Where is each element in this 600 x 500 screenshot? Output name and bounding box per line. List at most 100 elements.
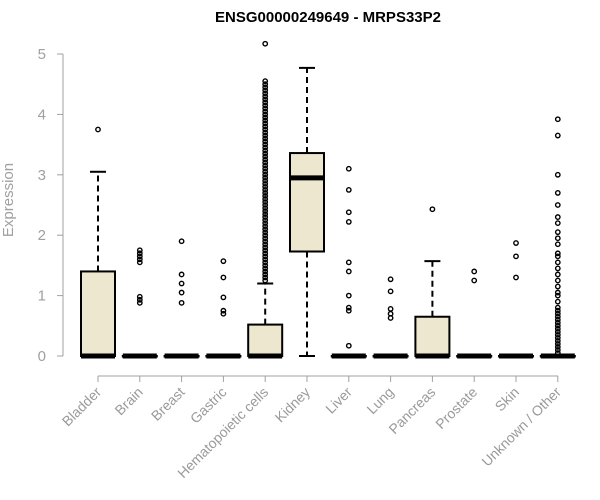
outlier-point (220, 274, 227, 281)
outlier-point (262, 126, 269, 133)
outlier-point (554, 229, 561, 236)
outlier-point (262, 223, 269, 230)
outlier-point (262, 205, 269, 211)
outlier-point (262, 102, 269, 109)
outlier-point (345, 292, 352, 299)
outlier-point (262, 232, 269, 239)
x-tick-label: Bladder (59, 384, 105, 430)
outlier-point (262, 159, 269, 166)
outlier-point (554, 307, 561, 314)
outlier-point (262, 96, 269, 103)
outlier-point (220, 307, 227, 314)
outlier-point (262, 81, 269, 88)
outlier-point (387, 305, 394, 312)
outlier-point (554, 190, 561, 196)
outlier-point (262, 177, 269, 184)
boxplot-hematopoietic-cells (247, 40, 284, 359)
outlier-point (345, 186, 352, 193)
outlier-point (262, 220, 269, 227)
boxplot-brain (121, 247, 158, 359)
outlier-point (387, 288, 394, 295)
outlier-point (513, 274, 519, 281)
boxplot-prostate (456, 268, 493, 359)
outlier-point (429, 206, 436, 213)
outlier-point (136, 256, 143, 263)
outlier-point (262, 202, 269, 208)
outlier-point (554, 328, 561, 335)
outlier-point (262, 156, 269, 163)
outlier-point (262, 180, 269, 187)
outlier-point (554, 331, 561, 338)
outlier-point (262, 117, 269, 124)
outlier-point (262, 162, 269, 169)
outlier-point (554, 250, 561, 257)
boxplot-liver (330, 165, 367, 359)
x-tick-label: Breast (148, 384, 188, 424)
outlier-point (554, 325, 561, 332)
outlier-point (554, 310, 561, 317)
outlier-point (262, 265, 269, 272)
outlier-point (262, 171, 269, 178)
boxplot-lung (372, 276, 409, 359)
outlier-point (554, 313, 561, 320)
outlier-point (136, 253, 143, 260)
outlier-point (262, 87, 269, 94)
outlier-point (554, 116, 561, 123)
outlier-point (178, 238, 185, 245)
outlier-point (262, 211, 269, 217)
y-tick-label: 2 (38, 227, 46, 244)
outlier-point (262, 99, 269, 106)
outlier-point (136, 293, 143, 300)
outlier-point (262, 250, 269, 257)
box (414, 315, 451, 357)
outlier-point (554, 337, 561, 344)
y-tick-label: 5 (38, 46, 46, 63)
boxplot-skin (498, 240, 534, 359)
outlier-point (262, 141, 269, 148)
outlier-point (554, 271, 561, 278)
outlier-point (345, 268, 352, 275)
outlier-point (262, 114, 269, 121)
boxplots (80, 40, 576, 359)
x-tick-label: Prostate (432, 384, 480, 432)
outlier-point (387, 310, 394, 317)
outlier-point (220, 258, 227, 265)
boxplot-gastric (205, 258, 242, 359)
box (80, 270, 116, 357)
outlier-point (220, 294, 227, 301)
outlier-point (262, 168, 269, 175)
outlier-point (262, 256, 269, 263)
outlier-point (178, 271, 185, 278)
outlier-point (471, 268, 478, 275)
outlier-point (262, 271, 269, 278)
outlier-point (262, 138, 269, 145)
x-tick-label: Skin (492, 384, 523, 415)
outlier-point (95, 126, 101, 133)
outlier-point (136, 296, 143, 303)
y-ticks: 0 1 2 3 4 5 (38, 46, 63, 365)
outlier-point (262, 190, 269, 196)
outlier-point (554, 220, 561, 227)
outlier-point (136, 299, 143, 306)
outlier-point (262, 199, 269, 205)
outlier-point (262, 120, 269, 127)
outlier-point (345, 259, 352, 266)
outlier-point (554, 283, 561, 290)
outlier-point (262, 274, 269, 281)
outlier-point (554, 292, 561, 299)
outlier-point (262, 90, 269, 97)
outlier-point (387, 276, 394, 283)
outlier-point (554, 341, 561, 347)
x-tick-label: Unknown / Other (478, 384, 564, 470)
outlier-point (262, 147, 269, 154)
outlier-point (136, 259, 143, 266)
outlier-point (262, 105, 269, 112)
outlier-point (554, 265, 561, 272)
y-tick-label: 4 (38, 106, 46, 123)
outlier-point (554, 350, 561, 356)
outlier-point (262, 208, 269, 214)
outlier-point (178, 299, 185, 306)
outlier-point (262, 241, 269, 248)
outlier-point (178, 280, 185, 287)
